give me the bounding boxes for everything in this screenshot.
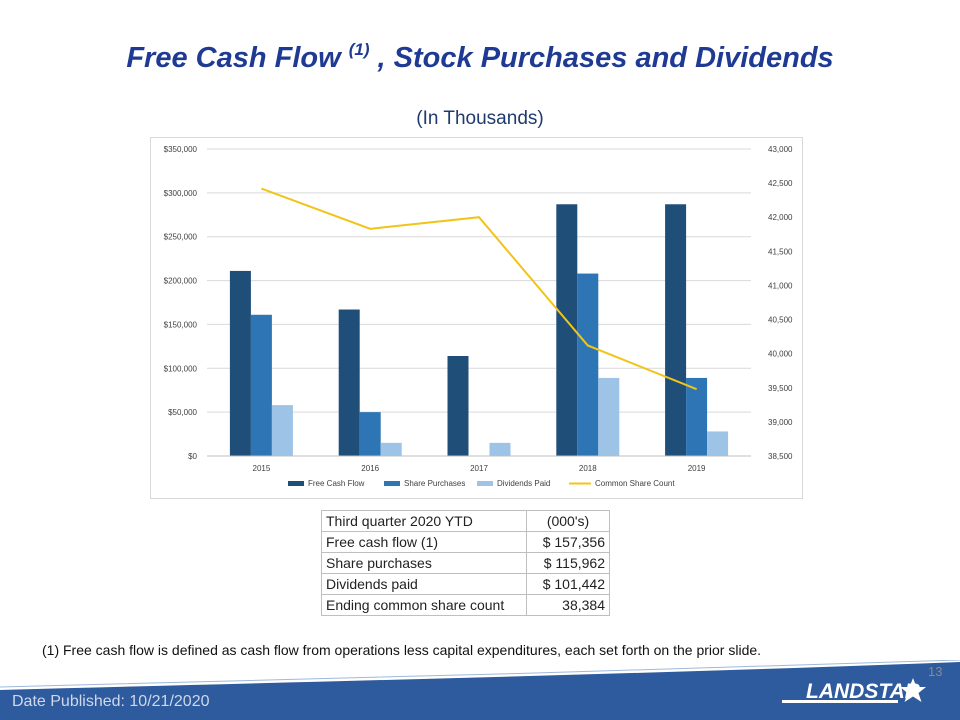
y-right-tick-label: 42,500 <box>768 179 793 188</box>
legend-swatch <box>288 481 304 486</box>
bar <box>338 309 360 456</box>
bar <box>707 431 729 456</box>
table-cell-value: 38,384 <box>526 594 610 616</box>
right-axis: 38,500 39,000 39,500 40,000 40,500 41,000 41,5… <box>768 145 793 461</box>
y-right-tick-label: 42,000 <box>768 213 793 222</box>
y-left-tick-label: $50,000 <box>168 408 197 417</box>
bar <box>359 412 381 456</box>
legend-swatch <box>384 481 400 486</box>
table-cell-label: Free cash flow (1) <box>321 531 527 553</box>
y-right-tick-label: 38,500 <box>768 452 793 461</box>
title-footnote-ref: (1) <box>348 40 370 59</box>
y-left-tick-label: $250,000 <box>164 233 198 242</box>
table-row: Share purchases $ 115,962 <box>321 552 610 574</box>
table-cell-label: Ending common share count <box>321 594 527 616</box>
y-left-tick-label: $300,000 <box>164 189 198 198</box>
slide-title: Free Cash Flow (1) , Stock Purchases and… <box>0 40 960 75</box>
line-series <box>261 187 697 391</box>
bar <box>556 204 578 456</box>
bar <box>577 273 599 456</box>
legend-label: Dividends Paid <box>497 479 550 488</box>
y-right-tick-label: 40,000 <box>768 350 793 359</box>
common-share-count-line <box>261 187 697 391</box>
x-tick-label: 2015 <box>253 464 271 473</box>
star-icon <box>900 678 926 702</box>
y-right-tick-label: 40,500 <box>768 316 793 325</box>
y-left-tick-label: $350,000 <box>164 145 198 154</box>
gridlines <box>207 148 751 457</box>
combo-chart: $0 $50,000 $100,000 $150,000 $200,000 $250,00… <box>164 145 793 488</box>
y-right-tick-label: 39,000 <box>768 418 793 427</box>
bar <box>447 356 469 456</box>
table-header-units: (000's) <box>526 510 610 532</box>
table-header-row: Third quarter 2020 YTD (000's) <box>321 510 610 532</box>
title-main: Free Cash Flow <box>126 42 349 74</box>
table-cell-value: $ 115,962 <box>526 552 610 574</box>
logo-stripe <box>782 700 898 703</box>
y-right-tick-label: 43,000 <box>768 145 793 154</box>
bars <box>229 204 729 456</box>
legend-label: Common Share Count <box>595 479 675 488</box>
table-cell-value: $ 101,442 <box>526 573 610 595</box>
title-rest: , Stock Purchases and Dividends <box>369 42 834 74</box>
table-row: Ending common share count 38,384 <box>321 594 610 616</box>
page-number: 13 <box>928 664 943 679</box>
x-axis: 2015 2016 2017 2018 2019 <box>207 455 751 473</box>
legend-swatch <box>477 481 493 486</box>
y-right-tick-label: 39,500 <box>768 384 793 393</box>
table-header-label: Third quarter 2020 YTD <box>321 510 527 532</box>
x-tick-label: 2016 <box>361 464 379 473</box>
bar <box>489 442 511 456</box>
bar <box>271 405 293 456</box>
bar <box>665 204 687 456</box>
logo-wordmark: LANDSTAR <box>806 680 921 703</box>
left-axis: $0 $50,000 $100,000 $150,000 $200,000 $250,00… <box>164 145 198 461</box>
x-tick-label: 2017 <box>470 464 488 473</box>
table-cell-value: $ 157,356 <box>526 531 610 553</box>
table-cell-label: Share purchases <box>321 552 527 574</box>
table-cell-label: Dividends paid <box>321 573 527 595</box>
date-published: Date Published: 10/21/2020 <box>12 693 210 710</box>
legend-label: Share Purchases <box>404 479 465 488</box>
x-tick-label: 2018 <box>579 464 597 473</box>
y-left-tick-label: $150,000 <box>164 320 198 329</box>
bar <box>686 377 708 456</box>
bar <box>229 270 251 456</box>
legend-label: Free Cash Flow <box>308 479 365 488</box>
ytd-summary-table: Third quarter 2020 YTD (000's) Free cash… <box>321 510 610 616</box>
bar <box>250 314 272 456</box>
bar <box>380 442 402 456</box>
table-row: Dividends paid $ 101,442 <box>321 573 610 595</box>
table-row: Free cash flow (1) $ 157,356 <box>321 531 610 553</box>
footnote: (1) Free cash flow is defined as cash fl… <box>42 642 762 658</box>
bar <box>598 377 620 456</box>
y-right-tick-label: 41,500 <box>768 247 793 256</box>
x-tick-label: 2019 <box>688 464 706 473</box>
y-right-tick-label: 41,000 <box>768 281 793 290</box>
chart-container: $0 $50,000 $100,000 $150,000 $200,000 $250,00… <box>150 137 803 499</box>
y-left-tick-label: $0 <box>188 452 197 461</box>
footer-swoosh-highlight <box>0 660 960 688</box>
landstar-logo: LANDSTAR <box>782 678 926 703</box>
footer-swoosh <box>0 662 960 720</box>
chart-subtitle: (In Thousands) <box>416 108 544 129</box>
y-left-tick-label: $200,000 <box>164 277 198 286</box>
footer-band <box>0 660 960 720</box>
legend: Free Cash Flow Share Purchases Dividends P… <box>288 479 675 488</box>
y-left-tick-label: $100,000 <box>164 364 198 373</box>
